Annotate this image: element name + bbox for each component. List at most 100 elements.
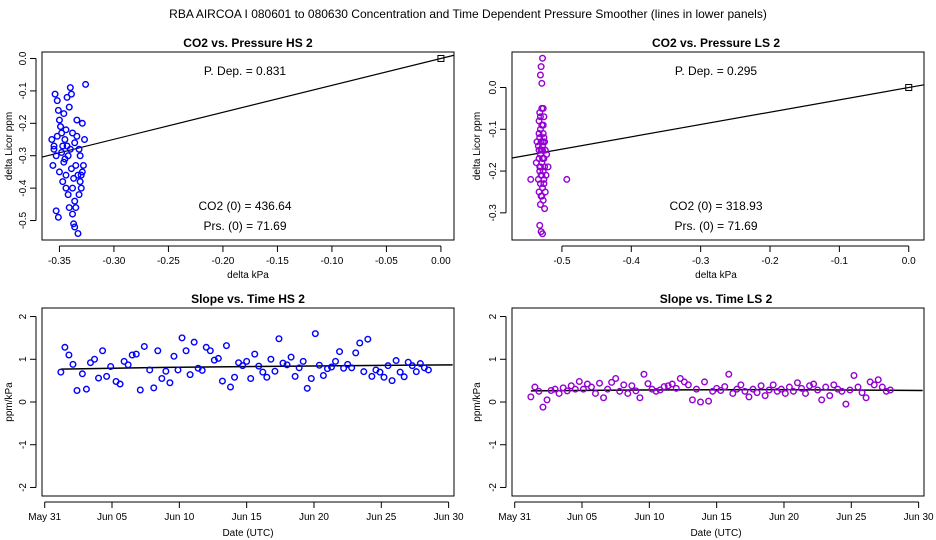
data-point (82, 80, 90, 88)
y-tick-label: 2 (18, 313, 29, 319)
plot-frame-ls-slope (511, 307, 925, 497)
x-tick-label: -0.3 (692, 256, 710, 267)
data-point (128, 351, 136, 359)
data-point (52, 207, 60, 215)
data-point (51, 90, 59, 98)
data-point (336, 348, 344, 356)
x-tick-label: -0.15 (266, 256, 289, 267)
data-point (78, 370, 86, 378)
data-point (210, 356, 218, 364)
y-tick-label: -0.2 (488, 162, 499, 180)
data-point (53, 132, 61, 140)
y-tick-label: -0.3 (18, 147, 29, 165)
x-label-hs-pressure: delta kPa (227, 270, 269, 281)
plot-frame-hs-slope (41, 307, 455, 497)
data-point (267, 355, 275, 363)
data-point (247, 375, 255, 383)
data-point (604, 385, 612, 393)
x-axis-ls-pressure: -0.5 -0.4 -0.3 -0.2 -0.1 0.0 (553, 245, 916, 267)
data-point (72, 204, 80, 212)
data-point (539, 142, 547, 150)
data-point (729, 389, 737, 397)
data-point (753, 389, 761, 397)
data-point (182, 347, 190, 355)
data-point (862, 394, 870, 402)
x-tick-label: -0.10 (321, 256, 344, 267)
data-point (356, 339, 364, 347)
data-point (785, 383, 793, 391)
x-tick-label: 0.0 (902, 256, 916, 267)
panel-title-hs-slope: Slope vs. Time HS 2 (191, 292, 305, 306)
data-point (299, 357, 307, 365)
data-point (78, 168, 86, 176)
data-point (54, 106, 62, 114)
data-point (536, 221, 544, 229)
data-point (527, 393, 535, 401)
data-point (287, 353, 295, 361)
data-point (57, 368, 65, 376)
y-tick-label: -1 (18, 440, 29, 449)
data-point (231, 373, 239, 381)
data-point (65, 204, 73, 212)
data-point (49, 161, 57, 169)
data-point (132, 350, 140, 358)
data-point (344, 360, 352, 368)
data-point (239, 362, 247, 370)
y-tick-label: 0 (488, 399, 499, 405)
reference-point (437, 54, 445, 62)
data-point (48, 136, 56, 144)
data-point (882, 387, 890, 395)
data-point (311, 330, 319, 338)
y-tick-label: -0.4 (18, 179, 29, 197)
data-point (870, 381, 878, 389)
data-point (412, 368, 420, 376)
data-point (99, 347, 107, 355)
data-point (886, 386, 894, 394)
data-point (275, 335, 283, 343)
data-point (535, 146, 543, 154)
data-point (539, 138, 547, 146)
y-tick-label: -2 (488, 483, 499, 492)
data-point (424, 366, 432, 374)
data-point (571, 385, 579, 393)
data-point (251, 350, 259, 358)
x-tick-label: -0.35 (48, 256, 71, 267)
points-hs-slope (57, 330, 432, 394)
data-point (640, 370, 648, 378)
data-point (624, 389, 632, 397)
fit-group-hs-pressure (41, 54, 455, 158)
data-point (636, 394, 644, 402)
y-label-ls-slope: ppm/kPa (472, 382, 483, 422)
data-point (769, 381, 777, 389)
data-point (255, 362, 263, 370)
y-tick-label: 2 (488, 313, 499, 319)
data-point (612, 375, 620, 383)
data-point (733, 385, 741, 393)
data-point (154, 347, 162, 355)
x-label-ls-pressure: delta kPa (695, 270, 737, 281)
data-point (69, 129, 77, 137)
data-point (186, 371, 194, 379)
x-tick-label: -0.05 (375, 256, 398, 267)
x-tick-label: May 31 (28, 512, 61, 523)
data-point (416, 360, 424, 368)
data-point (660, 383, 668, 391)
data-point (64, 191, 72, 199)
data-point (368, 372, 376, 380)
data-point (91, 355, 99, 363)
data-point (162, 367, 170, 375)
panel-title-ls-slope: Slope vs. Time LS 2 (660, 292, 773, 306)
x-tick-label: Jun 30 (904, 512, 934, 523)
data-point (384, 362, 392, 370)
data-point (725, 370, 733, 378)
data-point (62, 126, 70, 134)
data-point (575, 377, 583, 385)
x-axis-hs-pressure: -0.35 -0.30 -0.25 -0.20 -0.15 -0.10 -0.05 0.00 (48, 245, 451, 267)
y-tick-label: 1 (488, 356, 499, 362)
data-point (542, 171, 550, 179)
data-point (60, 158, 68, 166)
data-point (539, 403, 547, 411)
data-point (608, 378, 616, 386)
panel-hs-pressure: CO2 vs. Pressure HS 2 -0.35 -0.30 -0.25 -0.… (4, 36, 455, 281)
x-label-ls-slope: Date (UTC) (690, 528, 741, 539)
